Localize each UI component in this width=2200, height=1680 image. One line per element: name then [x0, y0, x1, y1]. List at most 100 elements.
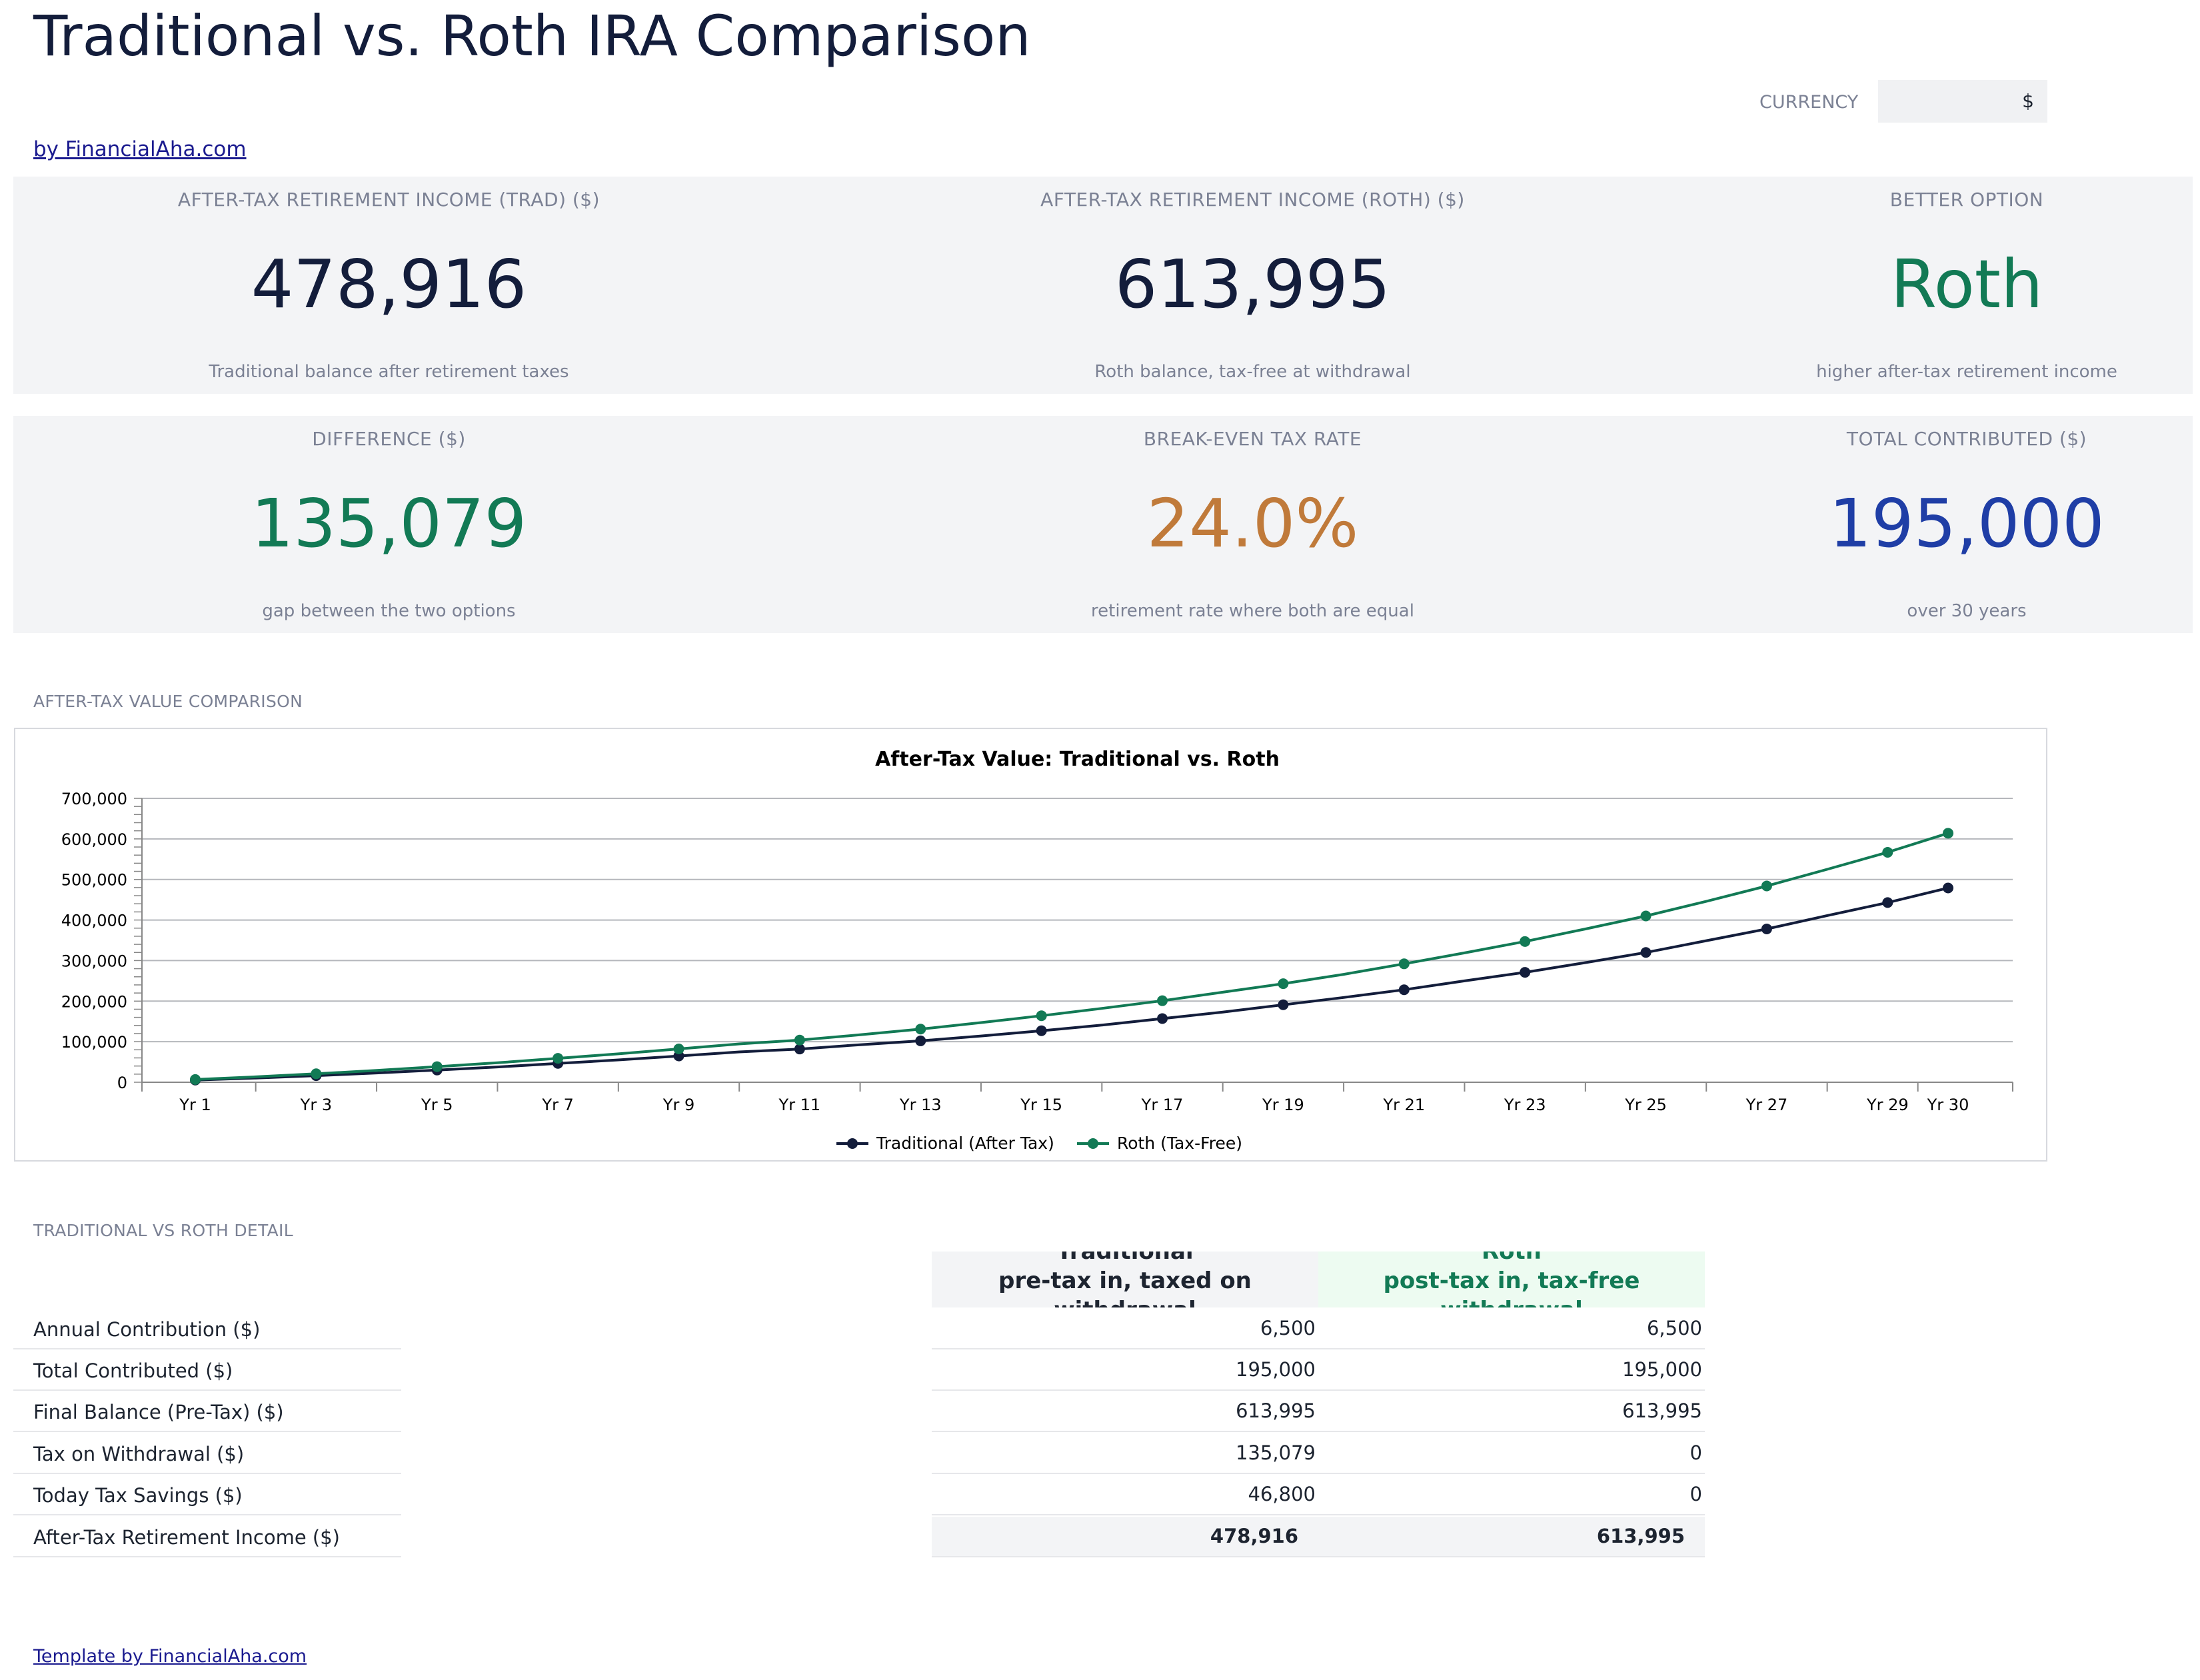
currency-label: CURRENCY — [1759, 92, 1859, 113]
data-point — [1943, 882, 1953, 894]
kpi-card-roth-income: AFTER-TAX RETIREMENT INCOME (ROTH) ($) 6… — [764, 177, 1741, 394]
table-cell-traditional: 613,995 — [932, 1391, 1318, 1432]
table-row-label: Tax on Withdrawal ($) — [13, 1433, 401, 1474]
chart-container[interactable]: After-Tax Value: Traditional vs. Roth 0 10… — [14, 728, 2047, 1162]
row-label-text: After-Tax Retirement Income ($) — [33, 1526, 340, 1549]
chart-title: After-Tax Value: Traditional vs. Roth — [875, 748, 1280, 771]
data-point — [1398, 984, 1410, 996]
data-point — [1882, 897, 1893, 908]
data-point — [1520, 936, 1531, 947]
table-cell-traditional: 6,500 — [932, 1309, 1318, 1349]
kpi-caption: retirement rate where both are equal — [1091, 601, 1414, 621]
data-point — [1398, 958, 1410, 970]
table-cell-traditional: 135,079 — [932, 1433, 1318, 1474]
x-tick-label: Yr 23 — [1504, 1096, 1546, 1114]
data-point — [1157, 995, 1168, 1006]
kpi-label: AFTER-TAX RETIREMENT INCOME (TRAD) ($) — [177, 189, 600, 211]
table-row-label: After-Tax Retirement Income ($) — [13, 1517, 401, 1557]
kpi-value: 195,000 — [1829, 484, 2105, 562]
x-tick-label: Yr 15 — [1020, 1096, 1062, 1114]
x-tick-label: Yr 30 — [1927, 1096, 1969, 1114]
legend-label: Roth (Tax-Free) — [1117, 1134, 1242, 1153]
kpi-value: 24.0% — [1146, 484, 1359, 562]
byline-link[interactable]: by FinancialAha.com — [33, 137, 247, 161]
kpi-caption: higher after-tax retirement income — [1816, 362, 2117, 382]
table-row-label: Total Contributed ($) — [13, 1350, 401, 1391]
y-tick-label: 300,000 — [61, 952, 127, 970]
table-row-label: Today Tax Savings ($) — [13, 1475, 401, 1515]
table-cell-roth: 0 — [1318, 1433, 1705, 1474]
data-point — [1761, 923, 1772, 934]
y-tick-label: 400,000 — [61, 912, 127, 930]
data-point — [1036, 1025, 1047, 1036]
data-point — [1943, 828, 1953, 839]
currency-input[interactable]: $ — [1878, 80, 2047, 123]
kpi-caption: Roth balance, tax-free at withdrawal — [1094, 362, 1411, 382]
footer-link[interactable]: Template by FinancialAha.com — [33, 1646, 307, 1667]
table-cell-roth: 613,995 — [1318, 1391, 1705, 1432]
x-tick-label: Yr 3 — [300, 1096, 332, 1114]
kpi-value: 135,079 — [251, 484, 527, 562]
y-tick-label: 600,000 — [61, 830, 127, 849]
chart-section-label: AFTER-TAX VALUE COMPARISON — [33, 692, 303, 711]
column-header-subtitle: post-tax in, tax-free — [1383, 1267, 1640, 1294]
data-point — [794, 1044, 805, 1055]
kpi-caption: gap between the two options — [262, 601, 516, 621]
kpi-card-total-contributed: TOTAL CONTRIBUTED ($) 195,000 over 30 ye… — [1741, 416, 2193, 633]
x-tick-label: Yr 11 — [778, 1096, 821, 1114]
kpi-row-bottom: DIFFERENCE ($) 135,079 gap between the t… — [13, 416, 2193, 633]
y-tick-label: 0 — [117, 1074, 127, 1092]
data-point — [1278, 978, 1289, 990]
data-point — [1640, 910, 1651, 922]
kpi-card-difference: DIFFERENCE ($) 135,079 gap between the t… — [13, 416, 764, 633]
row-label-text: Today Tax Savings ($) — [33, 1484, 243, 1507]
kpi-label: AFTER-TAX RETIREMENT INCOME (ROTH) ($) — [1040, 189, 1465, 211]
kpi-value: Roth — [1890, 245, 2043, 323]
kpi-card-trad-income: AFTER-TAX RETIREMENT INCOME (TRAD) ($) 4… — [13, 177, 764, 394]
x-tick-label: Yr 5 — [421, 1096, 453, 1114]
kpi-label: BETTER OPTION — [1889, 189, 2044, 211]
kpi-value: 478,916 — [251, 245, 527, 323]
data-point — [1036, 1010, 1047, 1022]
kpi-value: 613,995 — [1114, 245, 1391, 323]
table-row-label: Annual Contribution ($) — [13, 1309, 401, 1349]
data-point — [311, 1068, 322, 1080]
data-point — [794, 1034, 805, 1046]
detail-section-label: TRADITIONAL VS ROTH DETAIL — [33, 1221, 293, 1240]
column-header-roth: Roth post-tax in, tax-free withdrawal — [1318, 1252, 1705, 1307]
x-tick-label: Yr 27 — [1745, 1096, 1788, 1114]
x-tick-label: Yr 21 — [1382, 1096, 1425, 1114]
kpi-label: BREAK-EVEN TAX RATE — [1143, 428, 1362, 450]
column-header-title: Traditional — [1056, 1252, 1194, 1265]
row-label-text: Total Contributed ($) — [33, 1359, 233, 1382]
data-point — [1278, 999, 1289, 1010]
y-tick-label: 700,000 — [61, 790, 127, 808]
data-point — [1640, 947, 1651, 958]
kpi-card-break-even: BREAK-EVEN TAX RATE 24.0% retirement rat… — [764, 416, 1741, 633]
page-title: Traditional vs. Roth IRA Comparison — [33, 3, 1031, 69]
table-cell-traditional: 46,800 — [932, 1475, 1318, 1515]
x-tick-label: Yr 1 — [179, 1096, 211, 1114]
table-cell-roth: 195,000 — [1318, 1350, 1705, 1391]
table-cell-roth: 6,500 — [1318, 1309, 1705, 1349]
data-point — [915, 1024, 926, 1035]
x-tick-label: Yr 17 — [1141, 1096, 1184, 1114]
table-cell-traditional: 195,000 — [932, 1350, 1318, 1391]
column-header-subtitle: withdrawal — [1318, 1295, 1705, 1307]
data-point — [431, 1061, 443, 1072]
table-row-label: Final Balance (Pre-Tax) ($) — [13, 1391, 401, 1432]
column-header-subtitle: withdrawal — [932, 1295, 1318, 1307]
y-tick-label: 200,000 — [61, 992, 127, 1011]
y-tick-label: 100,000 — [61, 1033, 127, 1052]
x-tick-label: Yr 13 — [899, 1096, 942, 1114]
y-tick-label: 500,000 — [61, 871, 127, 890]
legend-swatch-marker — [847, 1138, 858, 1149]
line-chart: After-Tax Value: Traditional vs. Roth 0 10… — [61, 748, 2013, 1153]
data-point — [1157, 1013, 1168, 1024]
kpi-label: DIFFERENCE ($) — [312, 428, 466, 450]
x-tick-label: Yr 29 — [1866, 1096, 1909, 1114]
data-point — [1761, 880, 1772, 892]
row-label-text: Tax on Withdrawal ($) — [33, 1443, 245, 1465]
kpi-caption: over 30 years — [1907, 601, 2027, 621]
table-cell-roth-total: 613,995 — [1318, 1517, 1705, 1557]
